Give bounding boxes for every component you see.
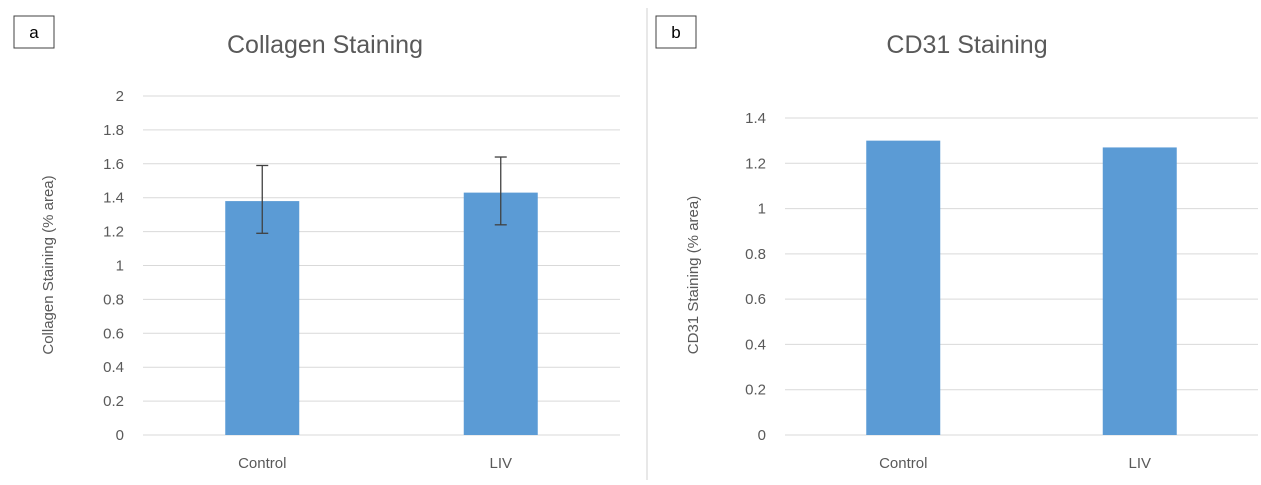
y-tick-label: 0 — [116, 427, 124, 444]
y-tick-label: 1.4 — [745, 110, 766, 127]
bars — [866, 140, 1177, 435]
chart-panel-a: a Collagen Staining Collagen Staining (%… — [13, 15, 620, 472]
y-tick-label: 0 — [758, 427, 766, 444]
y-tick-label: 0.2 — [745, 382, 766, 399]
y-tick-label: 0.8 — [745, 246, 766, 263]
y-tick-label: 2 — [116, 88, 124, 105]
gridlines — [143, 95, 620, 436]
y-tick-label: 1.2 — [103, 224, 124, 241]
x-tick-labels: Control LIV — [879, 455, 1151, 472]
y-tick-labels: 0 0.2 0.4 0.6 0.8 1 1.2 1.4 1.6 1.8 2 — [103, 88, 124, 444]
y-tick-label: 1.6 — [103, 156, 124, 173]
chart-panel-b: b CD31 Staining CD31 Staining (% area) 0… — [655, 15, 1258, 472]
y-tick-label: 0.6 — [745, 291, 766, 308]
y-tick-labels: 0 0.2 0.4 0.6 0.8 1 1.2 1.4 — [745, 110, 766, 444]
x-tick-label: Control — [879, 455, 927, 472]
x-tick-label: LIV — [1128, 455, 1151, 472]
y-axis-label: Collagen Staining (% area) — [40, 175, 57, 354]
chart-title: CD31 Staining — [886, 31, 1047, 59]
y-tick-label: 0.4 — [745, 336, 766, 353]
y-tick-label: 0.8 — [103, 291, 124, 308]
bar — [866, 140, 941, 435]
bar — [463, 192, 538, 435]
error-bars — [256, 156, 507, 234]
chart-title: Collagen Staining — [227, 31, 423, 59]
y-tick-label: 1 — [758, 201, 766, 218]
x-tick-label: Control — [238, 455, 286, 472]
bar — [225, 201, 300, 435]
y-tick-label: 1.2 — [745, 155, 766, 172]
gridlines — [785, 117, 1258, 436]
bars — [225, 192, 538, 435]
bar — [1102, 147, 1177, 435]
y-axis-label: CD31 Staining (% area) — [685, 196, 702, 354]
y-tick-label: 0.2 — [103, 393, 124, 410]
panel-label: a — [29, 23, 39, 42]
y-tick-label: 0.4 — [103, 359, 124, 376]
y-tick-label: 0.6 — [103, 325, 124, 342]
y-tick-label: 1.8 — [103, 122, 124, 139]
panel-label: b — [671, 23, 680, 42]
x-tick-labels: Control LIV — [238, 455, 512, 472]
x-tick-label: LIV — [489, 455, 512, 472]
panel-label-box — [13, 15, 55, 49]
y-tick-label: 1.4 — [103, 190, 124, 207]
y-tick-label: 1 — [116, 258, 124, 275]
panel-label-box — [655, 15, 697, 49]
